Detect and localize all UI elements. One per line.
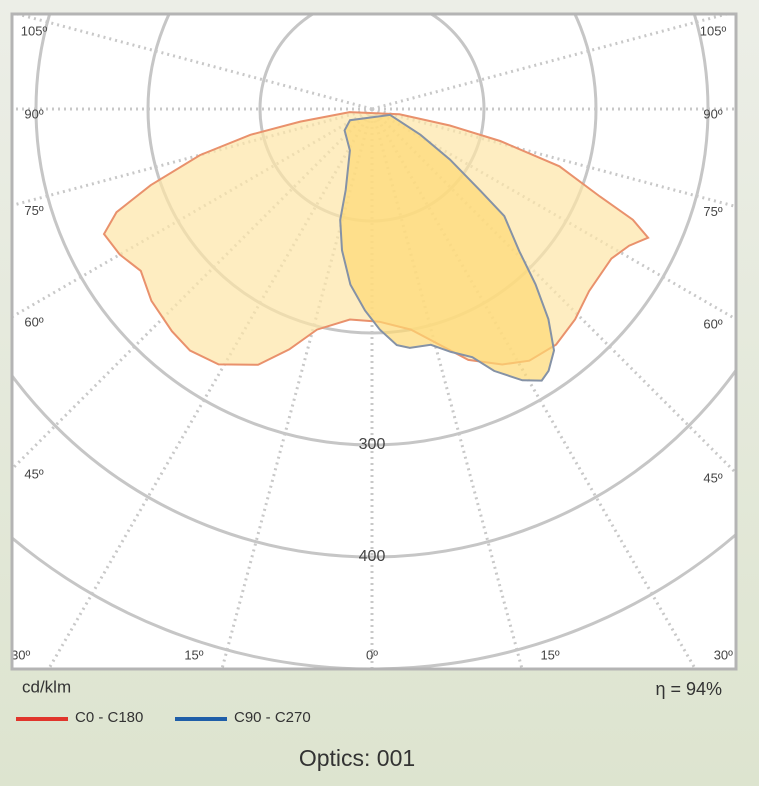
angle-label: 105º (21, 23, 48, 38)
angle-ray (371, 14, 727, 111)
angle-label: 90º (703, 106, 722, 121)
angle-label: 30º (11, 647, 30, 662)
legend-label: C0 - C180 (75, 709, 143, 726)
angle-label: 75º (24, 203, 43, 218)
intensity-curve (339, 113, 556, 382)
angle-label: 60º (24, 314, 43, 329)
angle-label: 45º (703, 470, 722, 485)
plot-frame (10, 12, 738, 671)
angle-label: 90º (24, 106, 43, 121)
curves (102, 111, 650, 382)
angle-label: 15º (540, 647, 559, 662)
grid-circle (12, 367, 736, 559)
labels: 105º 90º 75º 60º 45º 30º 15º 0º 15º 30º 45º 60º 75º 9… (11, 23, 733, 662)
angle-label: 45º (24, 466, 43, 481)
angle-ray (17, 14, 373, 111)
legend: C0 - C180 C90 - C270 (16, 709, 311, 726)
unit-label: cd/klm (22, 677, 71, 696)
angle-label: 30º (714, 647, 733, 662)
angle-ray (12, 107, 373, 207)
r-tick-label: 400 (359, 548, 386, 565)
angle-label: 15º (184, 647, 203, 662)
angle-label: 75º (703, 204, 722, 219)
angle-label: 60º (703, 317, 722, 332)
angle-label: 105º (700, 23, 727, 38)
r-tick-label: 300 (359, 436, 386, 453)
efficiency-label: η = 94% (655, 679, 722, 699)
angle-label: 0º (366, 647, 378, 662)
chart-title: Optics: 001 (299, 745, 415, 771)
legend-label: C90 - C270 (234, 709, 311, 726)
